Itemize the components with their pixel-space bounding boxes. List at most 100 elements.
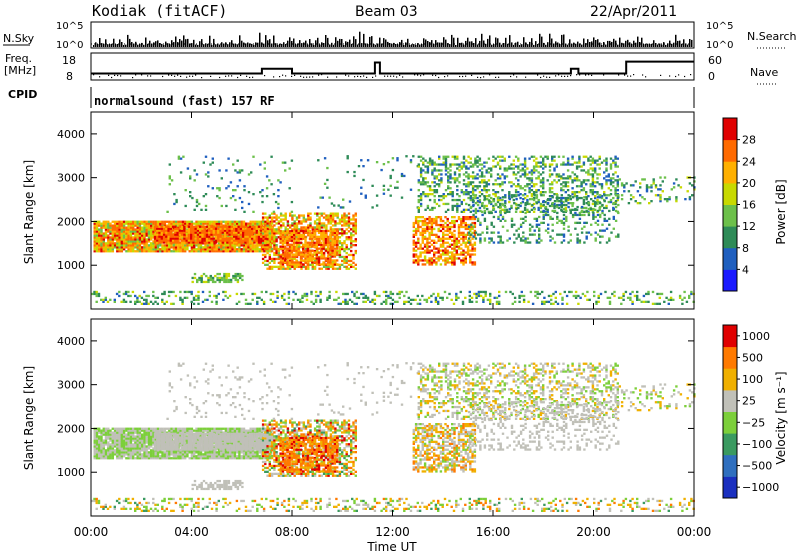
data-cell — [300, 222, 302, 224]
data-cell — [493, 198, 495, 200]
data-cell — [465, 261, 467, 263]
data-cell — [442, 250, 444, 252]
data-cell — [576, 165, 578, 167]
data-cell — [471, 261, 473, 263]
data-cell — [243, 246, 245, 248]
data-cell — [420, 199, 422, 201]
data-cell — [592, 185, 594, 187]
data-cell — [433, 248, 435, 250]
data-cell — [481, 179, 483, 181]
data-cell — [590, 167, 592, 169]
data-cell — [307, 226, 309, 228]
data-cell — [139, 221, 141, 223]
data-cell — [456, 253, 458, 255]
nsky-bar — [563, 35, 565, 48]
data-cell — [177, 244, 179, 246]
data-cell — [312, 266, 314, 268]
nsky-bar — [251, 44, 253, 47]
data-cell — [148, 221, 150, 223]
data-cell — [428, 232, 430, 234]
data-cell — [445, 165, 447, 167]
data-cell — [572, 202, 574, 204]
data-cell — [601, 185, 603, 187]
nsky-bar — [287, 41, 289, 47]
data-cell — [282, 162, 284, 164]
nsky-bar — [691, 40, 693, 47]
data-cell — [517, 191, 519, 193]
data-cell — [438, 216, 440, 218]
data-cell — [241, 244, 243, 246]
data-cell — [94, 238, 96, 240]
data-cell — [501, 160, 503, 162]
data-cell — [325, 240, 327, 242]
data-cell — [465, 203, 467, 205]
data-cell — [460, 261, 462, 263]
data-cell — [269, 250, 271, 252]
data-cell — [279, 248, 281, 250]
data-cell — [522, 232, 524, 234]
data-cell — [212, 158, 214, 160]
nsky-bar — [371, 36, 373, 47]
data-cell — [98, 244, 100, 246]
data-cell — [574, 191, 576, 193]
data-cell — [567, 175, 569, 177]
data-cell — [286, 250, 288, 252]
data-cell — [296, 216, 298, 218]
data-cell — [390, 175, 392, 177]
data-cell — [296, 266, 298, 268]
data-cell — [339, 246, 341, 248]
data-cell — [105, 234, 107, 236]
data-cell — [463, 209, 465, 211]
data-cell — [179, 232, 181, 234]
data-cell — [259, 191, 261, 193]
data-cell — [481, 202, 483, 204]
data-cell — [174, 239, 176, 241]
data-cell — [449, 163, 451, 165]
data-cell — [313, 251, 315, 253]
data-cell — [148, 234, 150, 236]
data-cell — [121, 225, 123, 227]
data-cell — [311, 242, 313, 244]
data-cell — [275, 238, 277, 240]
data-cell — [273, 220, 275, 222]
data-cell — [296, 224, 298, 226]
data-cell — [343, 248, 345, 250]
data-cell — [456, 167, 458, 169]
data-cell — [535, 183, 537, 185]
data-cell — [121, 238, 123, 240]
data-cell — [152, 246, 154, 248]
data-cell — [451, 240, 453, 242]
data-cell — [118, 225, 120, 227]
data-cell — [355, 213, 357, 215]
data-cell — [420, 160, 422, 162]
data-cell — [307, 259, 309, 261]
data-cell — [587, 169, 589, 171]
data-cell — [513, 183, 515, 185]
data-cell — [256, 250, 258, 252]
data-cell — [261, 195, 263, 197]
nsky-bar — [653, 40, 655, 47]
data-cell — [325, 244, 327, 246]
data-cell — [302, 236, 304, 238]
data-cell — [173, 221, 175, 223]
data-cell — [227, 221, 229, 223]
data-cell — [440, 253, 442, 255]
data-cell — [418, 207, 420, 209]
data-cell — [563, 236, 565, 238]
data-cell — [542, 162, 544, 164]
data-cell — [341, 232, 343, 234]
data-cell — [352, 240, 354, 242]
data-cell — [167, 234, 169, 236]
data-cell — [333, 204, 335, 206]
data-cell — [547, 232, 549, 234]
data-cell — [231, 241, 233, 243]
data-cell — [419, 220, 421, 222]
data-cell — [504, 160, 506, 162]
data-cell — [413, 248, 415, 250]
data-cell — [492, 160, 494, 162]
data-cell — [508, 156, 510, 158]
data-cell — [438, 240, 440, 242]
data-cell — [213, 226, 215, 228]
data-cell — [224, 239, 226, 241]
data-cell — [205, 205, 207, 207]
